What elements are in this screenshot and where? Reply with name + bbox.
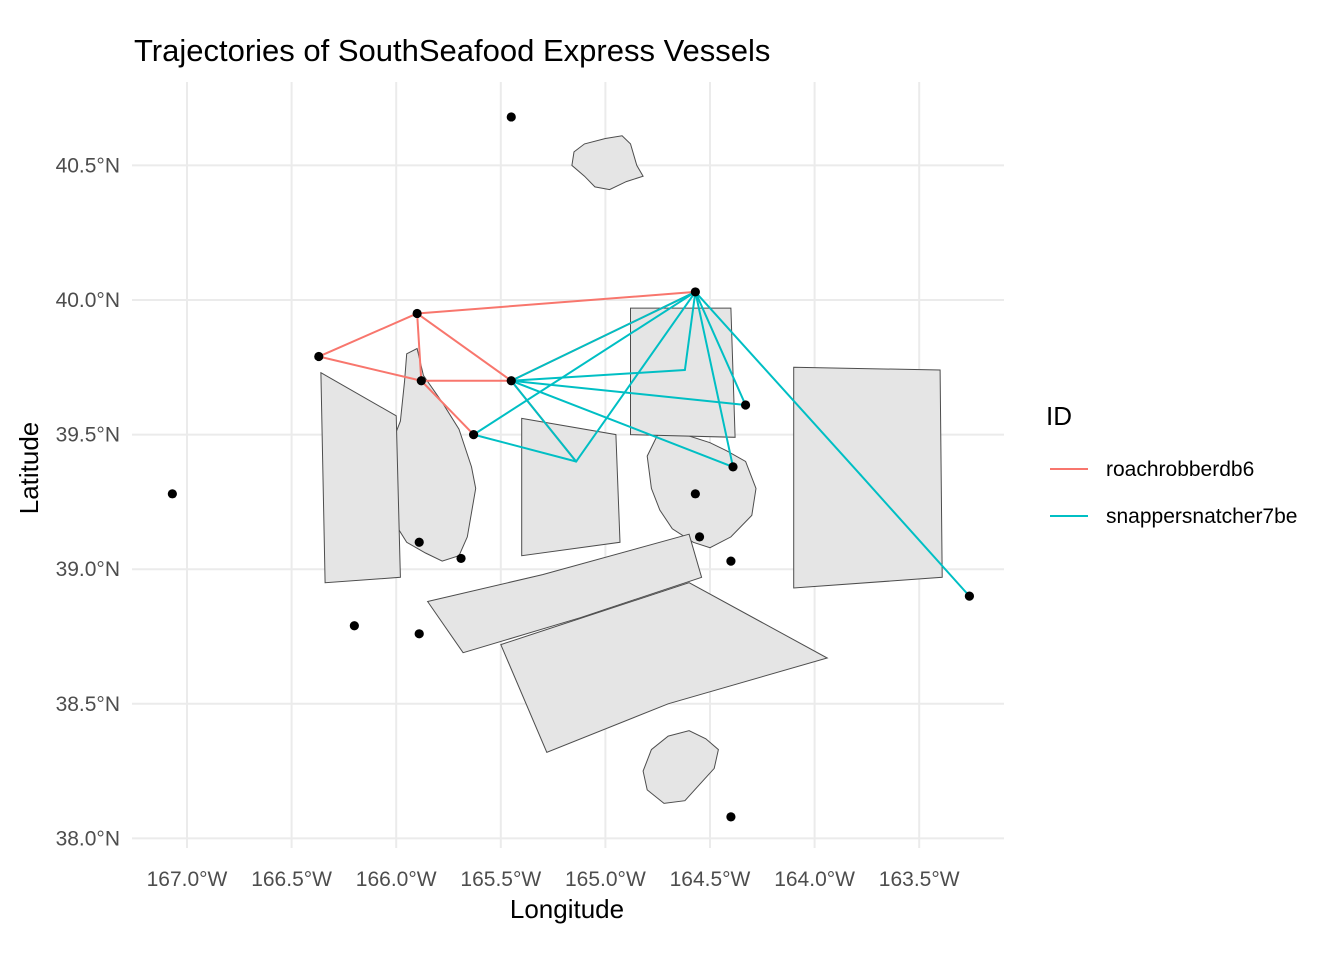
vessel-point <box>726 812 736 822</box>
vessel-point <box>167 489 177 499</box>
y-tick-label: 38.0°N <box>56 827 120 850</box>
land-zone-strip <box>426 533 703 654</box>
trajectory-lines <box>317 290 971 598</box>
vessel-point <box>690 287 700 297</box>
land-south-island <box>642 730 719 804</box>
land-east-island <box>646 434 757 549</box>
trajectory-snappersnatcher7be <box>694 290 862 476</box>
land-polygons <box>320 135 943 804</box>
vessel-point <box>414 629 424 639</box>
trajectory-snappersnatcher7be <box>683 290 697 371</box>
x-tick-label: 166.5°W <box>251 868 332 891</box>
trajectory-snappersnatcher7be <box>510 379 578 463</box>
trajectory-snappersnatcher7be <box>472 433 578 463</box>
y-axis-ticks: 38.0°N 38.5°N 39.0°N 39.5°N 40.0°N 40.5°N <box>56 154 120 850</box>
trajectory-roachrobberdb6 <box>416 290 697 315</box>
trajectory-roachrobberdb6 <box>317 312 419 358</box>
land-zone-south <box>500 582 829 753</box>
trajectory-snappersnatcher7be <box>694 290 735 468</box>
trajectory-roachrobberdb6 <box>416 312 423 382</box>
trajectory-roachrobberdb6 <box>317 355 423 382</box>
x-tick-label: 165.5°W <box>460 868 541 891</box>
trajectory-roachrobberdb6 <box>420 379 475 436</box>
trajectory-snappersnatcher7be <box>575 290 697 463</box>
vessel-point <box>349 621 359 631</box>
y-tick-label: 39.0°N <box>56 558 120 581</box>
land-north-island <box>571 135 644 191</box>
vessel-point <box>506 376 516 386</box>
y-tick-label: 40.0°N <box>56 289 120 312</box>
vessel-point <box>506 112 516 122</box>
x-axis-title: Longitude <box>510 894 624 924</box>
chart-title: Trajectories of SouthSeafood Express Ves… <box>134 33 770 68</box>
vessel-point <box>469 430 479 440</box>
trajectory-roachrobberdb6 <box>416 312 513 382</box>
y-tick-label: 38.5°N <box>56 693 120 716</box>
vessel-point <box>726 556 736 566</box>
legend-entries: roachrobberdb6 snappersnatcher7be <box>1050 458 1297 528</box>
x-tick-label: 164.0°W <box>774 868 855 891</box>
vessel-point <box>412 308 422 319</box>
vessel-point <box>414 537 424 547</box>
legend-label-snappersnatcher7be: snappersnatcher7be <box>1106 505 1297 528</box>
legend: ID roachrobberdb6 snappersnatcher7be <box>1046 401 1297 528</box>
x-axis-ticks: 167.0°W 166.5°W 166.0°W 165.5°W 165.0°W 164.5… <box>147 868 960 891</box>
vessel-points <box>167 112 975 822</box>
vessel-point <box>456 553 466 564</box>
vessel-point <box>694 532 705 542</box>
x-tick-label: 166.0°W <box>356 868 437 891</box>
trajectory-snappersnatcher7be <box>510 368 686 382</box>
trajectory-snappersnatcher7be <box>859 473 971 598</box>
vessel-point <box>728 462 738 472</box>
trajectory-snappersnatcher7be <box>510 379 747 406</box>
trajectory-snappersnatcher7be <box>694 290 747 406</box>
x-tick-label: 167.0°W <box>147 868 228 891</box>
vessel-point <box>314 351 324 362</box>
land-zone-east <box>793 366 943 589</box>
vessel-point <box>740 400 751 410</box>
legend-label-roachrobberdb6: roachrobberdb6 <box>1106 458 1254 481</box>
x-tick-label: 164.5°W <box>670 868 751 891</box>
x-tick-label: 165.0°W <box>565 868 646 891</box>
land-zone-west <box>320 371 401 584</box>
vessel-point <box>964 591 975 601</box>
legend-title: ID <box>1046 401 1072 431</box>
vessel-point <box>690 489 700 499</box>
x-tick-label: 163.5°W <box>879 868 960 891</box>
land-zone-mid <box>521 417 621 557</box>
y-tick-label: 39.5°N <box>56 424 120 447</box>
trajectory-snappersnatcher7be <box>510 290 697 382</box>
y-axis-title: Latitude <box>14 422 44 515</box>
trajectory-snappersnatcher7be <box>472 290 697 436</box>
vessel-point <box>416 376 426 386</box>
trajectory-snappersnatcher7be <box>510 379 735 468</box>
y-tick-label: 40.5°N <box>56 154 120 177</box>
